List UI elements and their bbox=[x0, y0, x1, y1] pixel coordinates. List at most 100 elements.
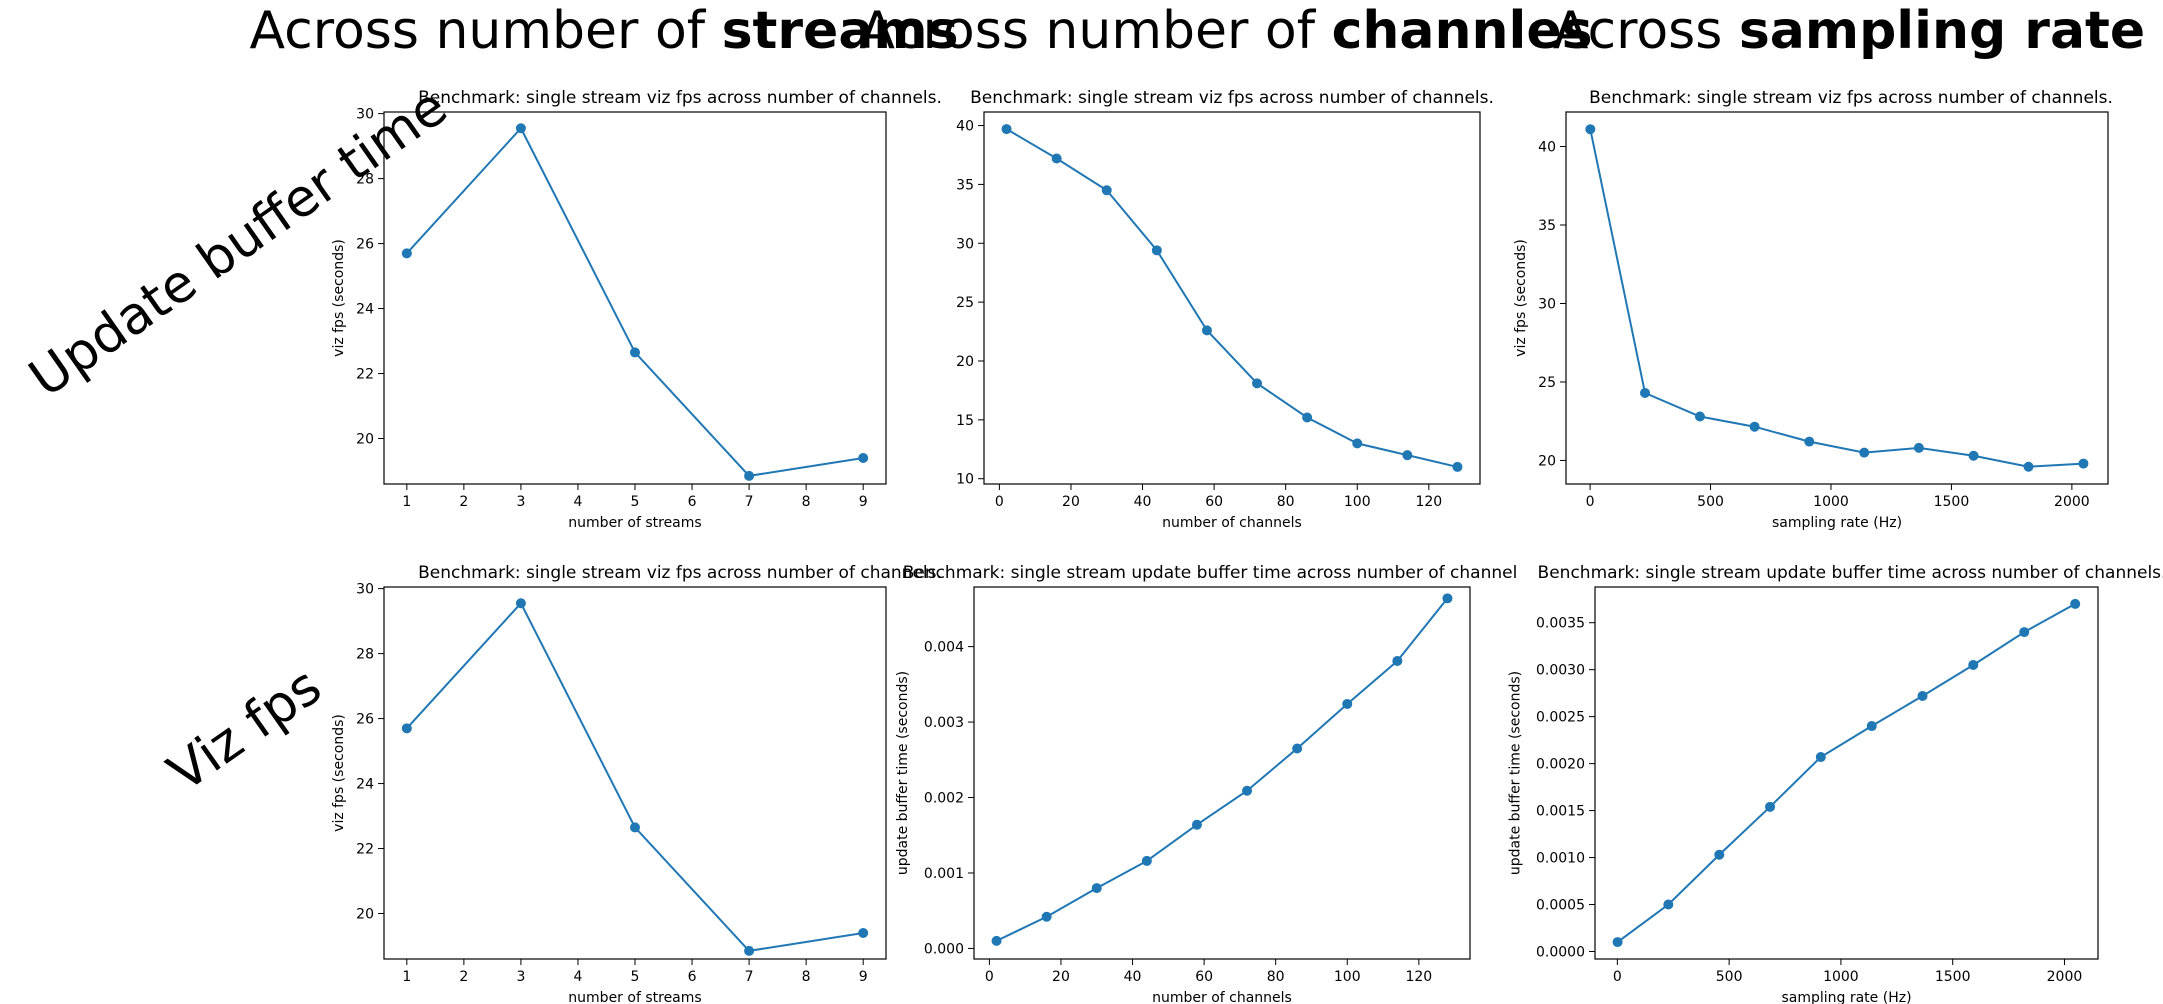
y-tick-label: 25 bbox=[956, 295, 974, 311]
data-point bbox=[1001, 124, 1012, 135]
x-tick-label: 1500 bbox=[1934, 494, 1970, 510]
chart-title: Benchmark: single stream viz fps across … bbox=[418, 88, 942, 108]
data-point bbox=[2023, 461, 2034, 472]
data-point bbox=[1804, 436, 1815, 447]
column-heading-streams: Across number of streams bbox=[249, 1, 959, 61]
chart-title: Benchmark: single stream update buffer t… bbox=[903, 563, 1518, 583]
plot-frame bbox=[983, 111, 1481, 485]
x-tick-label: 2 bbox=[459, 494, 468, 510]
x-tick-label: 80 bbox=[1277, 494, 1295, 510]
column-heading-channels: Across number of channles bbox=[859, 1, 1593, 61]
y-tick-label: 0.0015 bbox=[1536, 804, 1585, 820]
data-point bbox=[1141, 855, 1152, 866]
data-point bbox=[1815, 752, 1826, 763]
plot-frame bbox=[1594, 586, 2099, 960]
y-tick-label: 0.003 bbox=[924, 715, 964, 731]
y-tick-label: 30 bbox=[956, 236, 974, 252]
data-point bbox=[1302, 412, 1313, 423]
plot-frame bbox=[973, 586, 1471, 960]
data-point bbox=[515, 123, 526, 134]
x-tick-label: 1 bbox=[402, 969, 411, 985]
data-point bbox=[401, 723, 412, 734]
y-tick-label: 10 bbox=[956, 472, 974, 488]
x-tick-label: 40 bbox=[1134, 494, 1152, 510]
chart-title: Benchmark: single stream viz fps across … bbox=[1589, 88, 2113, 108]
y-tick-label: 25 bbox=[1538, 375, 1556, 391]
y-tick-label: 20 bbox=[956, 354, 974, 370]
data-point bbox=[1714, 849, 1725, 860]
data-point bbox=[1913, 442, 1924, 453]
data-point bbox=[401, 248, 412, 259]
x-tick-label: 20 bbox=[1052, 969, 1070, 985]
y-tick-label: 0.0000 bbox=[1536, 944, 1585, 960]
series-line bbox=[1589, 129, 2084, 468]
data-point bbox=[2019, 627, 2030, 638]
y-axis-label: update buffer time (seconds) bbox=[895, 671, 911, 875]
y-tick-label: 22 bbox=[356, 842, 374, 858]
y-tick-label: 28 bbox=[356, 172, 374, 188]
x-tick-label: 60 bbox=[1195, 969, 1213, 985]
y-tick-label: 24 bbox=[356, 777, 374, 793]
x-tick-label: 4 bbox=[573, 494, 582, 510]
data-point bbox=[1101, 185, 1112, 196]
x-tick-label: 2 bbox=[459, 969, 468, 985]
y-tick-label: 0.0030 bbox=[1536, 663, 1585, 679]
y-tick-label: 20 bbox=[1538, 453, 1556, 469]
data-point bbox=[2070, 598, 2081, 609]
data-point bbox=[1640, 387, 1651, 398]
y-tick-label: 30 bbox=[1538, 296, 1556, 312]
data-point bbox=[991, 935, 1002, 946]
x-axis-label: number of channels bbox=[1162, 515, 1302, 531]
x-tick-label: 100 bbox=[1344, 494, 1371, 510]
data-point bbox=[1917, 690, 1928, 701]
x-tick-label: 3 bbox=[516, 494, 525, 510]
y-tick-label: 0.000 bbox=[924, 941, 964, 957]
data-point bbox=[630, 347, 640, 358]
y-tick-label: 28 bbox=[356, 647, 374, 663]
data-point bbox=[1051, 153, 1062, 164]
data-point bbox=[858, 928, 869, 939]
x-tick-label: 1000 bbox=[1813, 494, 1849, 510]
y-tick-label: 20 bbox=[356, 907, 374, 923]
x-tick-label: 1500 bbox=[1935, 969, 1971, 985]
column-heading-sampling-rate: Across sampling rate bbox=[1552, 1, 2146, 61]
data-point bbox=[1585, 124, 1596, 135]
data-point bbox=[744, 945, 755, 956]
data-point bbox=[1663, 899, 1674, 910]
x-tick-label: 20 bbox=[1062, 494, 1080, 510]
y-tick-label: 22 bbox=[356, 367, 374, 383]
series-line bbox=[1006, 128, 1458, 468]
data-point bbox=[1252, 378, 1263, 389]
data-point bbox=[1292, 743, 1303, 754]
y-tick-label: 35 bbox=[1538, 218, 1556, 234]
x-tick-label: 120 bbox=[1405, 969, 1432, 985]
data-point bbox=[744, 470, 755, 481]
y-tick-label: 15 bbox=[956, 413, 974, 429]
y-axis-label: viz fps (seconds) bbox=[331, 239, 347, 357]
x-tick-label: 2000 bbox=[2047, 969, 2083, 985]
y-tick-label: 24 bbox=[356, 302, 374, 318]
x-axis-label: number of streams bbox=[568, 990, 701, 1004]
data-point bbox=[1612, 937, 1623, 948]
chart-title: Benchmark: single stream viz fps across … bbox=[970, 88, 1494, 108]
data-point bbox=[1041, 911, 1052, 922]
y-axis-label: viz fps (seconds) bbox=[331, 714, 347, 832]
y-tick-label: 0.001 bbox=[924, 866, 964, 882]
x-tick-label: 4 bbox=[573, 969, 582, 985]
y-tick-label: 35 bbox=[956, 177, 974, 193]
data-point bbox=[1342, 698, 1353, 709]
y-axis-label: update buffer time (seconds) bbox=[1507, 671, 1523, 875]
x-axis-label: sampling rate (Hz) bbox=[1772, 515, 1902, 531]
y-tick-label: 30 bbox=[356, 582, 374, 598]
data-point bbox=[858, 453, 869, 464]
data-point bbox=[1694, 411, 1705, 422]
y-tick-label: 0.004 bbox=[924, 640, 964, 656]
data-point bbox=[1968, 450, 1979, 461]
x-tick-label: 7 bbox=[745, 494, 754, 510]
y-tick-label: 26 bbox=[356, 712, 374, 728]
data-point bbox=[1352, 438, 1363, 449]
